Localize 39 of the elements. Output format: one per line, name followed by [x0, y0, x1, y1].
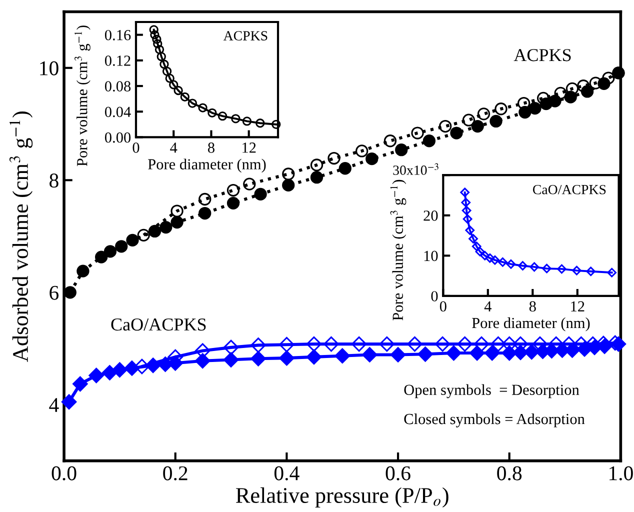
x-tick-label: 8: [529, 301, 536, 312]
x-tick-label: 12: [571, 301, 584, 312]
x-tick-label: 0: [132, 142, 140, 153]
y-axis-title: Adsorbed volume (cm$^{3}$ g$^{−1}$): [9, 112, 33, 362]
y-tick-label: 20: [424, 210, 438, 221]
x-tick-label: 4: [170, 142, 178, 153]
y-axis-title: Pore volume (cm$^{3}$ g$^{−1}$): [74, 26, 90, 166]
y-tick-label: 10: [424, 250, 438, 262]
x-axis-title: Pore diameter (nm): [472, 317, 590, 332]
y-tick-label: 0.08: [104, 81, 131, 92]
x-axis-title: Relative pressure (P/P$_{o}$): [236, 487, 448, 508]
x-tick-label: 0: [440, 301, 446, 312]
y-tick-label: 10: [40, 61, 58, 76]
y-tick-label: 8: [50, 174, 58, 188]
annotation: ACPKS: [223, 31, 268, 40]
x-axis-title: Pore diameter (nm): [148, 158, 266, 173]
x-tick-label: 4: [484, 301, 492, 312]
x-tick-label: 0.8: [497, 466, 522, 480]
annotation: Open symbols = Desorption: [404, 384, 580, 398]
y-tick-label: 0.16: [104, 30, 131, 40]
x-tick-label: 0.6: [386, 466, 410, 480]
annotation: CaO/ACPKS: [532, 184, 606, 194]
y-tick-label: 0.12: [104, 56, 130, 66]
x-tick-label: 0.2: [163, 466, 188, 480]
x-tick-label: 0.0: [52, 466, 76, 480]
x-tick-label: 8: [208, 142, 214, 153]
x-tick-label: 0.4: [274, 466, 300, 480]
annotation: CaO/ACPKS: [111, 318, 206, 331]
y-tick-label: 4: [49, 398, 59, 412]
x-tick-label: 12: [242, 142, 256, 153]
annotation: Closed symbols = Adsorption: [404, 413, 585, 428]
annotation: 30x10$^{−3}$: [393, 163, 438, 175]
x-tick-label: 1.0: [610, 466, 633, 480]
y-tick-label: 0.00: [104, 132, 131, 143]
y-tick-label: 0: [431, 291, 438, 302]
annotation: ACPKS: [514, 49, 571, 62]
y-tick-label: 6: [50, 286, 59, 300]
y-axis-title: Pore volume (cm$^{3}$ g$^{−1}$): [390, 180, 406, 320]
y-tick-label: 0.04: [104, 106, 131, 118]
